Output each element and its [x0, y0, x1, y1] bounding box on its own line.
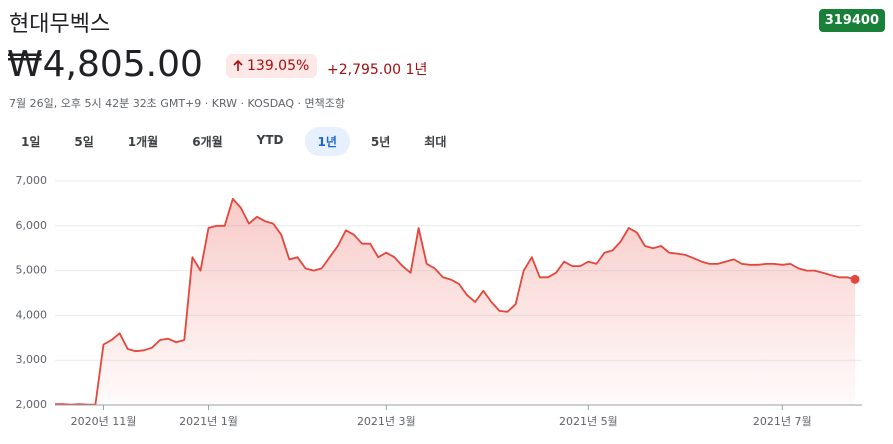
range-tab[interactable]: YTD: [256, 133, 284, 147]
stock-title: 현대무벡스: [9, 12, 111, 37]
area: [55, 198, 855, 405]
x-tick-label: 2021년 3월: [357, 415, 416, 428]
x-tick-label: 2021년 5월: [559, 415, 618, 428]
range-tabs: 1일 5일 1개월 6개월 YTD 1년 5년 최대: [8, 127, 467, 156]
range-tab[interactable]: 1개월: [127, 135, 159, 149]
change-line: +2,795.00 1년: [327, 59, 427, 79]
y-tick-label: 7,000: [16, 174, 48, 187]
y-tick-label: 6,000: [16, 219, 48, 232]
range-tab[interactable]: 6개월: [192, 135, 223, 149]
x-tick-label: 2020년 11월: [71, 415, 137, 428]
y-tick-label: 3,000: [16, 353, 48, 366]
range-tab[interactable]: 5년: [370, 135, 391, 149]
change-pill: 139.05%: [226, 54, 318, 78]
range-tab[interactable]: 1년: [304, 127, 350, 156]
last-point: [850, 274, 860, 284]
change-value: +2,795.00: [327, 62, 402, 78]
ticker-badge[interactable]: 319400: [818, 9, 885, 32]
info-line: 7월 26일, 오후 5시 42분 32초 GMT+9 · KRW · KOSD…: [9, 97, 346, 110]
period: 1년: [405, 62, 428, 78]
price: ₩4,805.00: [7, 44, 203, 85]
up-arrow: [233, 60, 243, 71]
range-tab[interactable]: 5일: [74, 135, 94, 149]
range-tab[interactable]: 1일: [21, 135, 41, 149]
y-tick-label: 4,000: [16, 308, 48, 321]
y-tick-label: 2,000: [16, 398, 48, 411]
x-tick-label: 2021년 7월: [753, 415, 812, 428]
range-tab[interactable]: 최대: [424, 135, 447, 149]
change-percent: 139.05%: [247, 58, 310, 74]
price-line: [55, 198, 856, 406]
x-tick-label: 2021년 1월: [179, 415, 238, 428]
y-tick-label: 5,000: [16, 264, 48, 277]
